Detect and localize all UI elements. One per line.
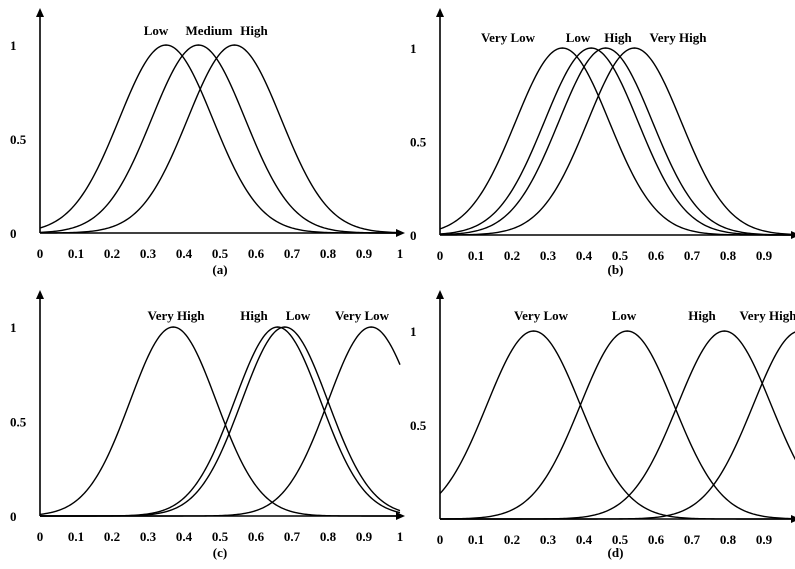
x-tick-label: 0.7: [284, 529, 301, 544]
x-tick-label: 0.6: [248, 246, 265, 261]
x-tick-label: 0.8: [320, 246, 337, 261]
membership-curve-medium: [40, 44, 400, 234]
x-tick-label: 0.5: [212, 529, 229, 544]
panel-caption: (b): [608, 262, 624, 277]
x-tick-label: 0.2: [104, 246, 120, 261]
x-tick-label: 0.1: [468, 248, 484, 263]
membership-curve-high: [40, 44, 401, 234]
membership-curve-low: [440, 47, 795, 236]
x-tick-label: 0.1: [68, 529, 84, 544]
x-tick-label: 0: [437, 532, 444, 547]
membership-curve-very-high: [440, 47, 795, 236]
series-label: High: [240, 23, 268, 38]
x-tick-label: 0.2: [104, 529, 120, 544]
series-label: Very Low: [335, 308, 390, 323]
x-tick-label: 0.8: [720, 248, 737, 263]
x-tick-label: 0.3: [540, 248, 557, 263]
series-label: Low: [612, 308, 637, 323]
series-label: Very High: [650, 30, 708, 45]
x-tick-label: 0: [37, 529, 44, 544]
x-tick-label: 0.8: [320, 529, 337, 544]
x-tick-label: 0.1: [68, 246, 84, 261]
series-label: Very High: [740, 308, 795, 323]
x-tick-label: 0.5: [612, 532, 629, 547]
membership-curve-low: [440, 330, 795, 520]
y-tick-label: 0: [410, 228, 417, 243]
x-tick-label: 0.2: [504, 248, 520, 263]
x-tick-label: 0.6: [648, 248, 665, 263]
membership-curve-very-low: [440, 47, 795, 236]
series-label: Low: [144, 23, 169, 38]
x-tick-label: 0.9: [356, 529, 373, 544]
y-tick-label: 1: [410, 41, 417, 56]
series-label: Low: [286, 308, 311, 323]
membership-curve-very-high: [440, 331, 795, 520]
x-tick-label: 0.3: [140, 529, 157, 544]
series-label: Very Low: [481, 30, 536, 45]
membership-curve-low: [40, 44, 400, 234]
series-label: High: [688, 308, 716, 323]
x-tick-label: 0: [37, 246, 44, 261]
x-tick-label: 0.7: [684, 532, 701, 547]
x-tick-label: 0.5: [612, 248, 629, 263]
membership-curve-very-low: [440, 330, 795, 520]
y-tick-label: 0.5: [10, 415, 27, 430]
x-axis-arrow: [396, 512, 405, 520]
x-tick-label: 0.5: [212, 246, 229, 261]
series-label: Very High: [148, 308, 206, 323]
y-tick-label: 0: [10, 509, 17, 524]
y-axis-arrow: [36, 290, 44, 299]
x-tick-label: 0: [437, 248, 444, 263]
series-label: Medium: [186, 23, 233, 38]
x-tick-label: 0.4: [576, 532, 593, 547]
x-tick-label: 0.3: [140, 246, 157, 261]
x-tick-label: 0.9: [356, 246, 373, 261]
y-tick-label: 0.5: [410, 135, 427, 150]
series-label: Low: [566, 30, 591, 45]
y-axis-arrow: [36, 8, 44, 17]
membership-curve-very-high: [40, 326, 400, 517]
x-tick-label: 0.9: [756, 532, 773, 547]
series-label: High: [604, 30, 632, 45]
x-tick-label: 0.6: [648, 532, 665, 547]
series-label: Very Low: [514, 308, 569, 323]
y-tick-label: 1: [410, 324, 417, 339]
y-tick-label: 0.5: [410, 418, 427, 433]
x-tick-label: 1: [397, 246, 404, 261]
y-tick-label: 0: [10, 226, 17, 241]
y-tick-label: 1: [10, 320, 17, 335]
panel-caption: (a): [212, 262, 227, 277]
series-label: High: [240, 308, 268, 323]
x-axis-arrow: [396, 229, 405, 237]
y-tick-label: 1: [10, 38, 17, 53]
x-tick-label: 0.3: [540, 532, 557, 547]
y-axis-arrow: [436, 8, 444, 17]
x-tick-label: 0.2: [504, 532, 520, 547]
x-tick-label: 0.4: [176, 246, 193, 261]
membership-curve-very-low: [40, 326, 401, 517]
panel-caption: (c): [213, 545, 227, 560]
x-tick-label: 0.8: [720, 532, 737, 547]
x-tick-label: 0.4: [576, 248, 593, 263]
y-tick-label: 0.5: [10, 132, 27, 147]
x-tick-label: 0.9: [756, 248, 773, 263]
chart-panel-c: 0 0.1 0.2 0.3 0.4 0.5 0.6 0.7 0.8 0.9 1 0 0.5 1 Very H…: [10, 290, 405, 560]
x-tick-label: 0.1: [468, 532, 484, 547]
x-tick-label: 0.7: [684, 248, 701, 263]
y-axis-arrow: [436, 290, 444, 299]
x-tick-label: 1: [397, 529, 404, 544]
x-tick-label: 0.7: [284, 246, 301, 261]
membership-curve-high: [440, 330, 795, 520]
x-tick-label: 0.6: [248, 529, 265, 544]
chart-panel-a: 0 0.1 0.2 0.3 0.4 0.5 0.6 0.7 0.8 0.9 1 0 0.5 1 Low Med…: [10, 8, 405, 277]
x-tick-label: 0.4: [176, 529, 193, 544]
panel-caption: (d): [608, 545, 624, 560]
